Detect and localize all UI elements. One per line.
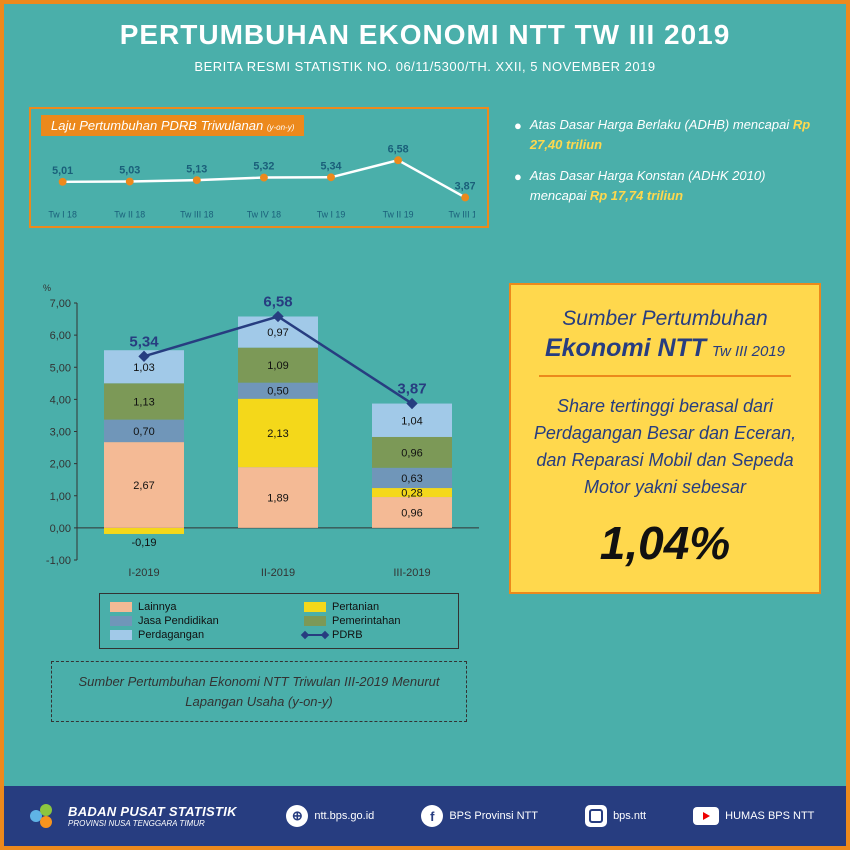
legend-item: Perdagangan (110, 629, 254, 641)
facebook-icon: f (421, 805, 443, 827)
svg-text:Tw III 18: Tw III 18 (180, 209, 213, 219)
svg-text:-1,00: -1,00 (46, 555, 71, 567)
footer-link[interactable]: f BPS Provinsi NTT (421, 805, 538, 827)
footer-links: ⊕ ntt.bps.go.id f BPS Provinsi NTT bps.ntt HU… (277, 805, 824, 827)
highlight-title-line2-small: Tw III 2019 (712, 343, 785, 360)
highlight-box: Sumber Pertumbuhan Ekonomi NTT Tw III 20… (509, 283, 821, 594)
svg-text:Tw II 18: Tw II 18 (114, 209, 145, 219)
legend-item: Pertanian (304, 601, 448, 613)
svg-text:II-2019: II-2019 (261, 567, 295, 579)
small-chart-param: (y-on-y) (267, 123, 295, 132)
svg-text:0,97: 0,97 (267, 327, 288, 339)
svg-text:5,13: 5,13 (186, 163, 207, 175)
svg-text:5,01: 5,01 (52, 165, 73, 177)
small-line-chart: 5,01 Tw I 18 5,03 Tw II 18 5,13 Tw III 18 5,32… (43, 136, 475, 221)
svg-text:3,00: 3,00 (50, 427, 71, 439)
svg-text:6,58: 6,58 (263, 293, 292, 310)
page-title: PERTUMBUHAN EKONOMI NTT TW III 2019 (4, 19, 846, 51)
svg-text:-0,19: -0,19 (131, 537, 156, 549)
legend-item: Jasa Pendidikan (110, 615, 254, 627)
svg-text:%: % (43, 283, 51, 293)
stat-bullets: Atas Dasar Harga Berlaku (ADHB) mencapai… (509, 107, 821, 225)
highlight-title-line2-big: Ekonomi NTT (545, 334, 706, 362)
svg-text:Tw I 19: Tw I 19 (317, 209, 346, 219)
svg-text:5,00: 5,00 (50, 362, 71, 374)
svg-text:7,00: 7,00 (50, 298, 71, 310)
svg-text:5,03: 5,03 (119, 165, 140, 177)
svg-text:Tw III 19: Tw III 19 (448, 209, 475, 219)
svg-text:4,00: 4,00 (50, 394, 71, 406)
svg-text:1,04: 1,04 (401, 415, 422, 427)
small-chart-title: Laju Pertumbuhan PDRB Triwulanan (y-on-y… (41, 115, 304, 136)
content-row-2: -1,00 0,00 1,00 2,00 3,00 4,00 5,00 6,00 7,00% -0… (4, 243, 846, 737)
svg-text:0,28: 0,28 (401, 488, 422, 500)
svg-text:0,00: 0,00 (50, 523, 71, 535)
globe-icon: ⊕ (286, 805, 308, 827)
svg-text:5,34: 5,34 (320, 160, 341, 172)
small-chart-title-text: Laju Pertumbuhan PDRB Triwulanan (51, 118, 263, 133)
svg-text:Tw II 19: Tw II 19 (383, 209, 414, 219)
svg-text:0,63: 0,63 (401, 473, 422, 485)
highlight-title-line1: Sumber Pertumbuhan (562, 307, 767, 330)
svg-text:3,87: 3,87 (455, 181, 475, 193)
svg-text:1,03: 1,03 (133, 362, 154, 374)
stat-bullet: Atas Dasar Harga Berlaku (ADHB) mencapai… (514, 115, 816, 154)
svg-text:0,96: 0,96 (401, 507, 422, 519)
footer-link[interactable]: HUMAS BPS NTT (693, 805, 814, 827)
svg-text:2,13: 2,13 (267, 428, 288, 440)
svg-text:5,34: 5,34 (129, 333, 159, 350)
chart-legend: Lainnya Pertanian Jasa Pendidikan Pemerinta… (99, 593, 459, 649)
footer-org-name: BADAN PUSAT STATISTIK (68, 804, 237, 819)
svg-text:2,67: 2,67 (133, 480, 154, 492)
svg-text:6,58: 6,58 (388, 143, 409, 155)
svg-text:Tw I 18: Tw I 18 (48, 209, 77, 219)
svg-text:Tw IV 18: Tw IV 18 (247, 209, 281, 219)
content-row-1: Laju Pertumbuhan PDRB Triwulanan (y-on-y… (4, 84, 846, 243)
footer-link-label: BPS Provinsi NTT (449, 810, 538, 822)
svg-text:0,70: 0,70 (133, 426, 154, 438)
main-bar-chart: -1,00 0,00 1,00 2,00 3,00 4,00 5,00 6,00 7,00% -0… (29, 275, 489, 722)
svg-text:3,87: 3,87 (397, 381, 426, 398)
svg-text:5,32: 5,32 (253, 161, 274, 173)
highlight-value: 1,04% (531, 516, 799, 570)
instagram-icon (585, 805, 607, 827)
stat-bullet: Atas Dasar Harga Konstan (ADHK 2010) men… (514, 166, 816, 205)
bps-logo-icon (26, 800, 58, 832)
highlight-body: Share tertinggi berasal dari Perdagangan… (531, 393, 799, 501)
svg-text:III-2019: III-2019 (393, 567, 430, 579)
legend-item: PDRB (304, 629, 448, 641)
header: PERTUMBUHAN EKONOMI NTT TW III 2019 BERI… (4, 4, 846, 84)
footer-link[interactable]: ⊕ ntt.bps.go.id (286, 805, 374, 827)
svg-text:1,09: 1,09 (267, 360, 288, 372)
footer-link[interactable]: bps.ntt (585, 805, 646, 827)
footer-link-label: HUMAS BPS NTT (725, 810, 814, 822)
footer: BADAN PUSAT STATISTIK PROVINSI NUSA TENG… (4, 786, 846, 846)
legend-item: Lainnya (110, 601, 254, 613)
svg-text:1,13: 1,13 (133, 396, 154, 408)
svg-text:1,89: 1,89 (267, 493, 288, 505)
infographic-page: PERTUMBUHAN EKONOMI NTT TW III 2019 BERI… (0, 0, 850, 850)
page-subtitle: BERITA RESMI STATISTIK NO. 06/11/5300/TH… (4, 59, 846, 74)
chart-caption: Sumber Pertumbuhan Ekonomi NTT Triwulan … (51, 661, 467, 722)
footer-org: BADAN PUSAT STATISTIK PROVINSI NUSA TENG… (26, 800, 237, 832)
small-chart-box: Laju Pertumbuhan PDRB Triwulanan (y-on-y… (29, 107, 489, 228)
highlight-divider (539, 375, 791, 377)
youtube-icon (693, 807, 719, 825)
highlight-title: Sumber Pertumbuhan Ekonomi NTT Tw III 20… (531, 305, 799, 365)
legend-item: Pemerintahan (304, 615, 448, 627)
svg-text:0,96: 0,96 (401, 447, 422, 459)
svg-text:2,00: 2,00 (50, 459, 71, 471)
svg-text:1,00: 1,00 (50, 491, 71, 503)
footer-org-sub: PROVINSI NUSA TENGGARA TIMUR (68, 819, 237, 828)
footer-link-label: ntt.bps.go.id (314, 810, 374, 822)
svg-text:6,00: 6,00 (50, 330, 71, 342)
svg-text:I-2019: I-2019 (128, 567, 159, 579)
svg-text:0,50: 0,50 (267, 386, 288, 398)
footer-link-label: bps.ntt (613, 810, 646, 822)
